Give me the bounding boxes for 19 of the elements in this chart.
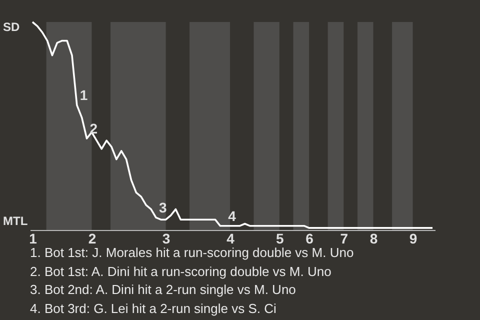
x-tick-label: 3 <box>162 230 170 246</box>
text: MTL <box>3 214 28 228</box>
text: 1. Bot 1st: J. Morales hit a run-scoring double vs M. Uno <box>30 244 354 262</box>
x-tick-label: 7 <box>340 230 348 246</box>
text: 3. Bot 2nd: A. Dini hit a 2-run single vs M. Uno <box>30 281 297 299</box>
annotation: 4 <box>228 208 236 224</box>
x-tick-label: 8 <box>370 230 378 246</box>
text: 4. Bot 3rd: G. Lei hit a 2-run single vs S. Ci <box>30 300 278 318</box>
text: SD <box>3 20 20 34</box>
annotation: 2 <box>90 120 98 136</box>
annotation: 1 <box>80 87 88 104</box>
x-tick-label: 6 <box>306 230 314 246</box>
annotation: 3 <box>158 200 167 216</box>
x-tick-label: 9 <box>409 230 418 246</box>
x-tick-label: 5 <box>276 230 284 246</box>
x-tick-label: 1 <box>29 230 38 246</box>
x-tick-label: 4 <box>226 230 235 246</box>
x-tick-label: 2 <box>88 230 96 246</box>
text: 2. Bot 1st: A. Dini hit a run-scoring double vs M. Uno <box>30 262 332 281</box>
